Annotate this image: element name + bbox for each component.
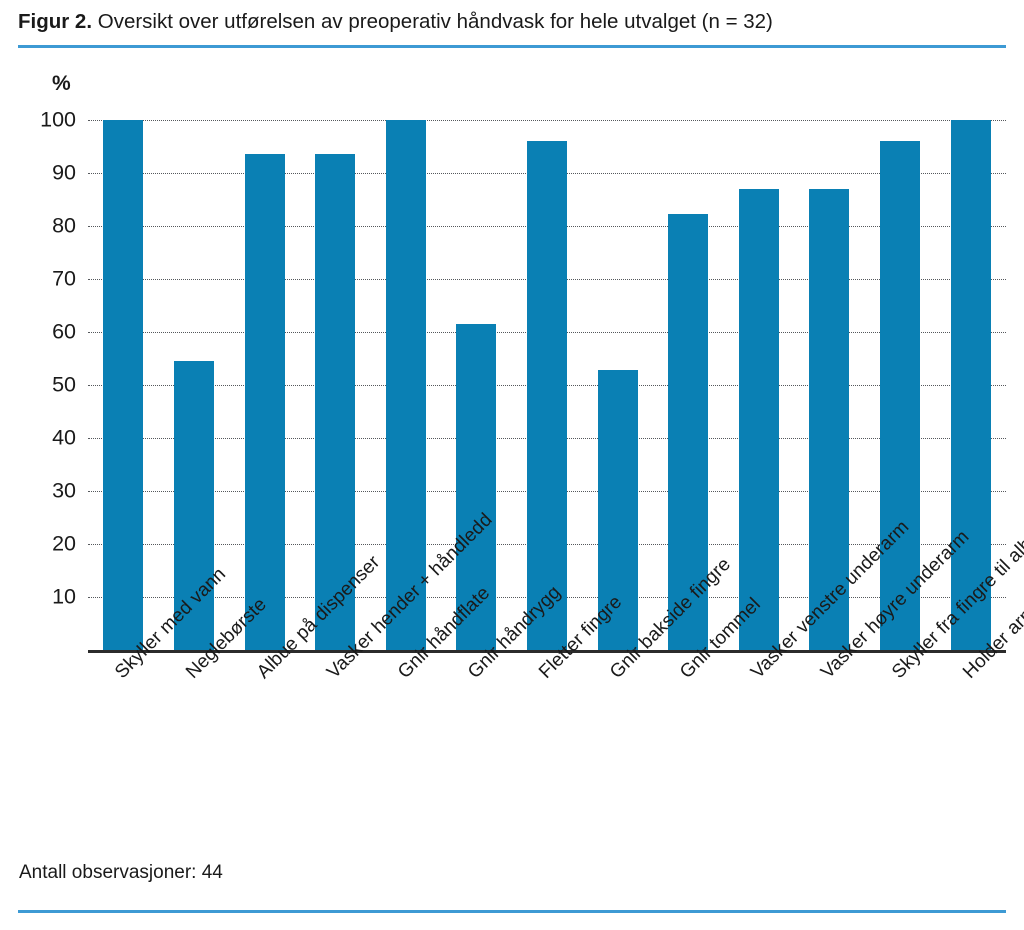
footnote-text: Antall observasjoner: 44	[19, 862, 223, 883]
bar	[597, 370, 638, 650]
bar	[738, 188, 779, 650]
y-tick-label: 90	[52, 160, 76, 185]
bar	[173, 361, 214, 650]
y-tick-label: 80	[52, 213, 76, 238]
bar	[103, 120, 144, 650]
figure-number: Figur 2.	[18, 10, 93, 33]
figure-caption: Figur 2. Oversikt over utførelsen av pre…	[18, 8, 1008, 36]
bar	[385, 120, 426, 650]
bar	[668, 214, 709, 650]
y-tick-label: 50	[52, 372, 76, 397]
y-tick-label: 100	[40, 107, 76, 132]
y-tick-label: 60	[52, 319, 76, 344]
y-tick-label: 10	[52, 584, 76, 609]
bar	[950, 120, 991, 650]
y-tick-label: 40	[52, 425, 76, 450]
bar	[315, 154, 356, 650]
gridline	[88, 120, 1006, 121]
x-axis-line	[88, 650, 1006, 653]
bar	[809, 188, 850, 650]
bar	[527, 141, 567, 650]
y-tick-label: 30	[52, 478, 76, 503]
bar	[456, 324, 497, 650]
y-tick-label: 20	[52, 531, 76, 556]
y-tick-label: 70	[52, 266, 76, 291]
y-axis-title: %	[52, 72, 71, 95]
bottom-divider-rule	[18, 910, 1006, 913]
bar	[244, 154, 285, 650]
bar	[880, 141, 921, 650]
top-divider-rule	[18, 45, 1006, 48]
figure-caption-text: Oversikt over utførelsen av preoperativ …	[92, 10, 773, 33]
